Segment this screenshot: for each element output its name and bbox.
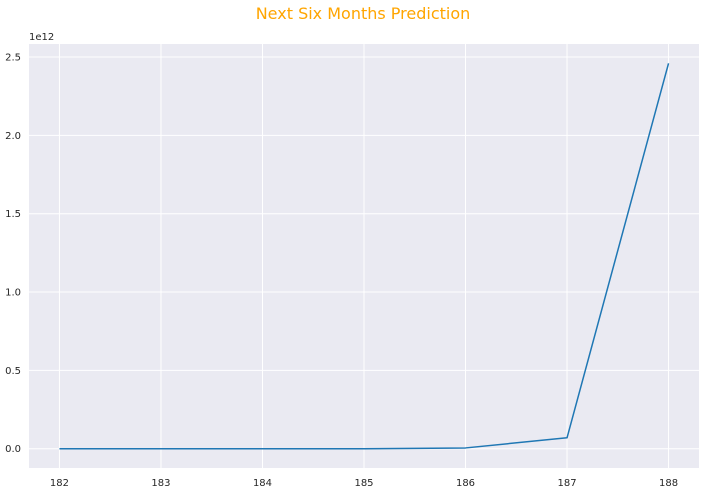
- x-axis: 182 183 184 185 186 187 188: [50, 478, 678, 489]
- y-tick-label: 1.0: [5, 288, 21, 299]
- y-tick-label: 0.5: [5, 366, 21, 377]
- x-tick-label: 187: [557, 478, 576, 489]
- series-line: [59, 63, 670, 450]
- x-tick-label: 188: [659, 478, 678, 489]
- x-tick-label: 184: [253, 478, 272, 489]
- x-tick-label: 182: [50, 478, 69, 489]
- x-tick-label: 183: [151, 478, 170, 489]
- x-tick-label: 185: [354, 478, 373, 489]
- line-layer: [59, 63, 670, 450]
- y-tick-label: 1.5: [5, 209, 21, 220]
- chart-title: Next Six Months Prediction: [256, 4, 471, 23]
- y-tick-label: 2.0: [5, 131, 21, 142]
- x-tick-label: 186: [456, 478, 475, 489]
- y-axis-offset-label: 1e12: [29, 32, 54, 43]
- y-tick-label: 2.5: [5, 53, 21, 64]
- y-axis: 0.0 0.5 1.0 1.5 2.0 2.5: [5, 53, 21, 456]
- y-tick-label: 0.0: [5, 444, 21, 455]
